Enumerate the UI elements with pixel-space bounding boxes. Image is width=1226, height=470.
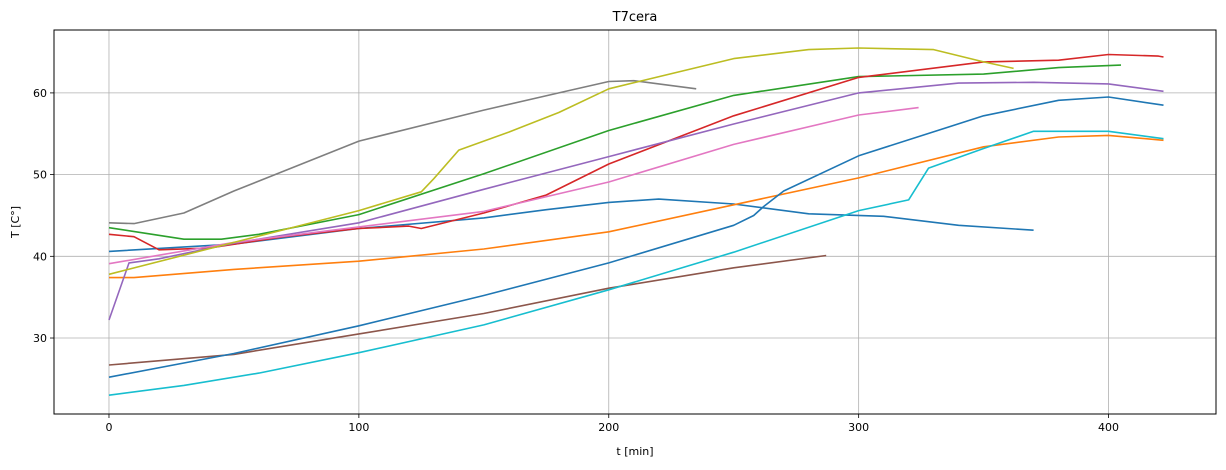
y-tick-label: 60 [33,87,47,100]
x-tick-label: 200 [598,421,619,434]
ticks: 0 100 200 300 400 30 40 50 60 [33,87,1119,434]
chart-title: T7cera [612,10,658,25]
x-tick-label: 400 [1098,421,1119,434]
series-line-7 [108,106,919,265]
y-axis-label: T [C°] [9,206,22,239]
series-line-5 [108,81,1164,321]
series-line-11 [108,96,1164,378]
series-line-2 [109,134,1164,279]
series-line-3 [108,64,1122,240]
series-line-9 [108,47,1014,276]
y-tick-label: 40 [33,250,47,263]
x-axis-label: t [min] [616,445,653,458]
y-tick-label: 30 [33,332,47,345]
series-line-6 [108,254,827,366]
x-tick-label: 0 [105,421,112,434]
x-tick-label: 100 [348,421,369,434]
y-tick-label: 50 [33,169,47,182]
series-line-10 [108,130,1164,396]
series-line-8 [108,79,697,225]
series-group [108,47,1164,396]
plot-frame [53,29,1217,415]
grid [54,30,1216,414]
x-tick-label: 300 [848,421,869,434]
